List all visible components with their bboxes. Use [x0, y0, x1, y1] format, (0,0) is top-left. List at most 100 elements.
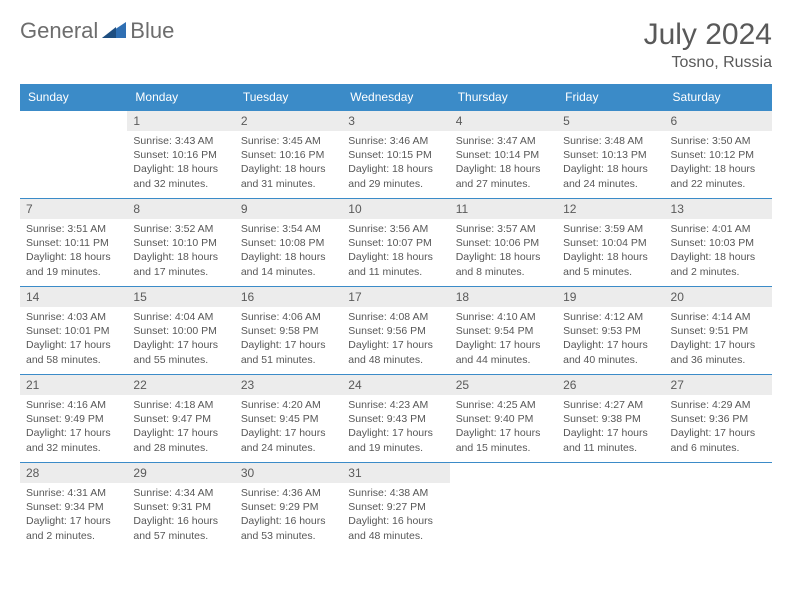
day-number: 12 — [557, 199, 664, 219]
sunrise-text: Sunrise: 4:12 AM — [563, 310, 658, 324]
day-details: Sunrise: 3:51 AMSunset: 10:11 PMDaylight… — [20, 219, 127, 285]
day-details: Sunrise: 3:46 AMSunset: 10:15 PMDaylight… — [342, 131, 449, 197]
calendar-cell: 20Sunrise: 4:14 AMSunset: 9:51 PMDayligh… — [665, 287, 772, 375]
day-details: Sunrise: 3:54 AMSunset: 10:08 PMDaylight… — [235, 219, 342, 285]
calendar-week: 21Sunrise: 4:16 AMSunset: 9:49 PMDayligh… — [20, 375, 772, 463]
day-details: Sunrise: 3:47 AMSunset: 10:14 PMDaylight… — [450, 131, 557, 197]
daylight-text-b: and 27 minutes. — [456, 177, 551, 191]
calendar-cell: 8Sunrise: 3:52 AMSunset: 10:10 PMDayligh… — [127, 199, 234, 287]
day-details: Sunrise: 4:16 AMSunset: 9:49 PMDaylight:… — [20, 395, 127, 461]
sunrise-text: Sunrise: 3:51 AM — [26, 222, 121, 236]
sunset-text: Sunset: 9:45 PM — [241, 412, 336, 426]
calendar-cell: 7Sunrise: 3:51 AMSunset: 10:11 PMDayligh… — [20, 199, 127, 287]
daylight-text-b: and 55 minutes. — [133, 353, 228, 367]
sunset-text: Sunset: 10:16 PM — [133, 148, 228, 162]
daylight-text-a: Daylight: 16 hours — [241, 514, 336, 528]
sunset-text: Sunset: 9:49 PM — [26, 412, 121, 426]
sunrise-text: Sunrise: 4:01 AM — [671, 222, 766, 236]
calendar-cell: 5Sunrise: 3:48 AMSunset: 10:13 PMDayligh… — [557, 111, 664, 199]
sunset-text: Sunset: 9:53 PM — [563, 324, 658, 338]
daylight-text-b: and 36 minutes. — [671, 353, 766, 367]
location: Tosno, Russia — [644, 54, 772, 72]
day-details: Sunrise: 4:31 AMSunset: 9:34 PMDaylight:… — [20, 483, 127, 549]
day-details: Sunrise: 3:45 AMSunset: 10:16 PMDaylight… — [235, 131, 342, 197]
brand-name-a: General — [20, 18, 98, 44]
page-header: General Blue July 2024 Tosno, Russia — [20, 18, 772, 72]
sunset-text: Sunset: 10:11 PM — [26, 236, 121, 250]
calendar-cell — [665, 463, 772, 551]
calendar-cell: 21Sunrise: 4:16 AMSunset: 9:49 PMDayligh… — [20, 375, 127, 463]
day-number: 28 — [20, 463, 127, 483]
weekday-header: Friday — [557, 84, 664, 111]
sunrise-text: Sunrise: 3:43 AM — [133, 134, 228, 148]
daylight-text-b: and 8 minutes. — [456, 265, 551, 279]
calendar-cell: 25Sunrise: 4:25 AMSunset: 9:40 PMDayligh… — [450, 375, 557, 463]
day-details: Sunrise: 3:50 AMSunset: 10:12 PMDaylight… — [665, 131, 772, 197]
daylight-text-b: and 48 minutes. — [348, 353, 443, 367]
sunrise-text: Sunrise: 4:31 AM — [26, 486, 121, 500]
title-block: July 2024 Tosno, Russia — [644, 18, 772, 72]
daylight-text-a: Daylight: 17 hours — [133, 426, 228, 440]
sunrise-text: Sunrise: 3:57 AM — [456, 222, 551, 236]
day-details: Sunrise: 4:23 AMSunset: 9:43 PMDaylight:… — [342, 395, 449, 461]
daylight-text-b: and 51 minutes. — [241, 353, 336, 367]
calendar-cell: 22Sunrise: 4:18 AMSunset: 9:47 PMDayligh… — [127, 375, 234, 463]
sunset-text: Sunset: 9:47 PM — [133, 412, 228, 426]
calendar-cell: 23Sunrise: 4:20 AMSunset: 9:45 PMDayligh… — [235, 375, 342, 463]
sunset-text: Sunset: 9:29 PM — [241, 500, 336, 514]
calendar-cell: 29Sunrise: 4:34 AMSunset: 9:31 PMDayligh… — [127, 463, 234, 551]
sunset-text: Sunset: 10:12 PM — [671, 148, 766, 162]
daylight-text-b: and 29 minutes. — [348, 177, 443, 191]
day-number: 17 — [342, 287, 449, 307]
day-number: 8 — [127, 199, 234, 219]
weekday-header: Tuesday — [235, 84, 342, 111]
calendar-cell: 18Sunrise: 4:10 AMSunset: 9:54 PMDayligh… — [450, 287, 557, 375]
calendar-cell: 19Sunrise: 4:12 AMSunset: 9:53 PMDayligh… — [557, 287, 664, 375]
calendar-cell: 26Sunrise: 4:27 AMSunset: 9:38 PMDayligh… — [557, 375, 664, 463]
calendar-week: 1Sunrise: 3:43 AMSunset: 10:16 PMDayligh… — [20, 111, 772, 199]
sunset-text: Sunset: 9:31 PM — [133, 500, 228, 514]
sunset-text: Sunset: 10:10 PM — [133, 236, 228, 250]
day-details: Sunrise: 3:48 AMSunset: 10:13 PMDaylight… — [557, 131, 664, 197]
sunset-text: Sunset: 10:00 PM — [133, 324, 228, 338]
daylight-text-a: Daylight: 18 hours — [671, 162, 766, 176]
daylight-text-b: and 19 minutes. — [26, 265, 121, 279]
day-number: 18 — [450, 287, 557, 307]
day-number: 4 — [450, 111, 557, 131]
calendar-cell: 13Sunrise: 4:01 AMSunset: 10:03 PMDaylig… — [665, 199, 772, 287]
daylight-text-a: Daylight: 18 hours — [348, 250, 443, 264]
daylight-text-b: and 2 minutes. — [26, 529, 121, 543]
sunset-text: Sunset: 10:07 PM — [348, 236, 443, 250]
day-details: Sunrise: 4:34 AMSunset: 9:31 PMDaylight:… — [127, 483, 234, 549]
daylight-text-b: and 24 minutes. — [563, 177, 658, 191]
daylight-text-b: and 15 minutes. — [456, 441, 551, 455]
sunset-text: Sunset: 9:38 PM — [563, 412, 658, 426]
daylight-text-b: and 6 minutes. — [671, 441, 766, 455]
sunrise-text: Sunrise: 3:50 AM — [671, 134, 766, 148]
sunset-text: Sunset: 10:14 PM — [456, 148, 551, 162]
calendar-cell: 11Sunrise: 3:57 AMSunset: 10:06 PMDaylig… — [450, 199, 557, 287]
daylight-text-b: and 17 minutes. — [133, 265, 228, 279]
daylight-text-a: Daylight: 17 hours — [241, 426, 336, 440]
sunset-text: Sunset: 10:03 PM — [671, 236, 766, 250]
daylight-text-b: and 44 minutes. — [456, 353, 551, 367]
day-details: Sunrise: 4:06 AMSunset: 9:58 PMDaylight:… — [235, 307, 342, 373]
weekday-header: Wednesday — [342, 84, 449, 111]
day-number: 16 — [235, 287, 342, 307]
daylight-text-a: Daylight: 17 hours — [26, 514, 121, 528]
daylight-text-a: Daylight: 17 hours — [456, 338, 551, 352]
sunset-text: Sunset: 10:16 PM — [241, 148, 336, 162]
daylight-text-b: and 24 minutes. — [241, 441, 336, 455]
daylight-text-a: Daylight: 18 hours — [563, 162, 658, 176]
sunrise-text: Sunrise: 3:59 AM — [563, 222, 658, 236]
daylight-text-a: Daylight: 18 hours — [26, 250, 121, 264]
daylight-text-a: Daylight: 18 hours — [348, 162, 443, 176]
daylight-text-b: and 48 minutes. — [348, 529, 443, 543]
calendar-cell: 24Sunrise: 4:23 AMSunset: 9:43 PMDayligh… — [342, 375, 449, 463]
daylight-text-b: and 5 minutes. — [563, 265, 658, 279]
day-details: Sunrise: 4:27 AMSunset: 9:38 PMDaylight:… — [557, 395, 664, 461]
calendar-cell: 9Sunrise: 3:54 AMSunset: 10:08 PMDayligh… — [235, 199, 342, 287]
brand-logo: General Blue — [20, 18, 174, 44]
daylight-text-b: and 2 minutes. — [671, 265, 766, 279]
daylight-text-a: Daylight: 18 hours — [133, 250, 228, 264]
